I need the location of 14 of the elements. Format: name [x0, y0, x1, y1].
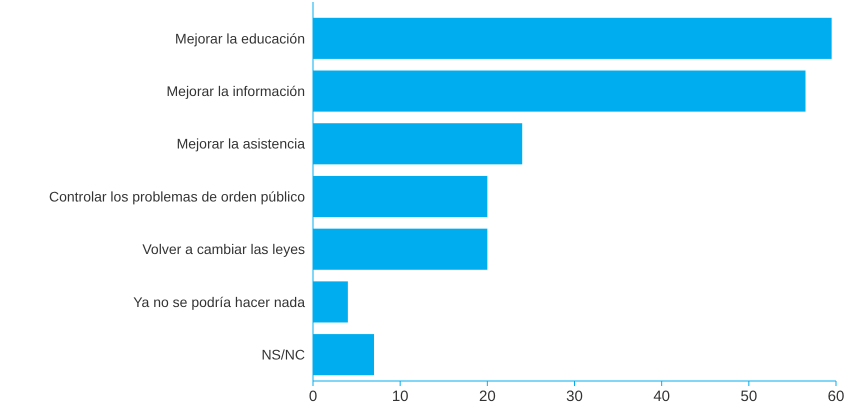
x-tick-label: 0 — [308, 388, 318, 405]
y-tick-label: Mejorar la educación — [175, 30, 305, 46]
x-tick-label: 60 — [828, 388, 844, 405]
x-tick-label: 40 — [653, 388, 670, 405]
y-tick-label: Ya no se podría hacer nada — [133, 294, 306, 310]
y-tick-label: Controlar los problemas de orden público — [48, 188, 306, 204]
x-tick-label: 10 — [392, 388, 409, 405]
y-tick-label: Mejorar la información — [166, 82, 305, 99]
y-tick-label: NS/NC — [261, 346, 305, 363]
x-tick-label: 50 — [740, 388, 758, 405]
x-tick-label: 20 — [478, 388, 496, 405]
x-tick-label: 30 — [566, 388, 583, 405]
y-tick-label: Volver a cambiar las leyes — [142, 241, 305, 258]
y-tick-label: Mejorar la asistencia — [176, 136, 306, 152]
